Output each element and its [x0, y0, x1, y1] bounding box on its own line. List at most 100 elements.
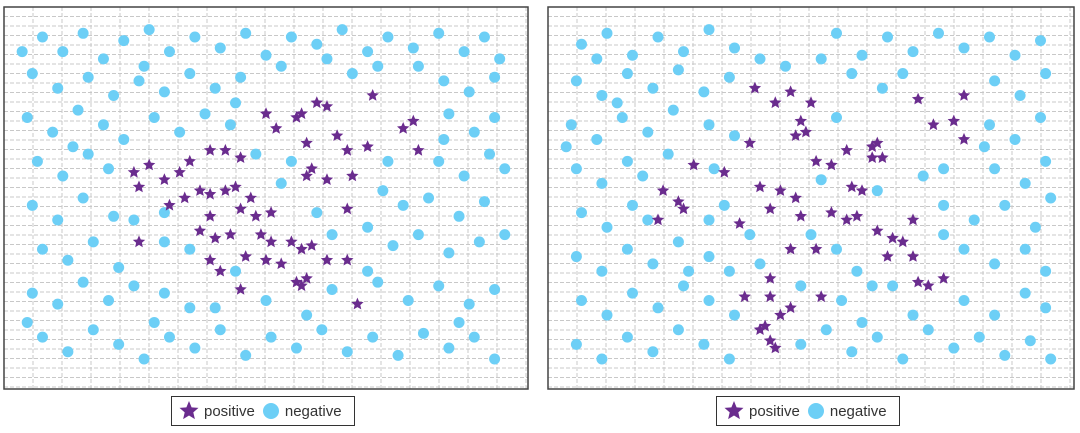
- positive-point: [789, 129, 802, 141]
- negative-point: [856, 316, 868, 328]
- negative-point: [723, 353, 735, 365]
- positive-point: [866, 151, 879, 163]
- negative-point: [367, 331, 379, 343]
- positive-point: [330, 129, 344, 141]
- negative-point: [499, 163, 511, 175]
- negative-point: [209, 82, 221, 94]
- negative-point: [489, 284, 501, 295]
- negative-point: [336, 24, 348, 36]
- positive-point: [300, 136, 313, 149]
- positive-point: [764, 334, 777, 346]
- positive-point: [158, 173, 171, 185]
- negative-point: [189, 31, 201, 43]
- negative-point: [621, 331, 633, 343]
- negative-point: [1040, 302, 1052, 314]
- negative-point: [984, 119, 995, 131]
- negative-point: [596, 265, 608, 277]
- negative-point: [489, 111, 501, 123]
- negative-point: [907, 46, 919, 58]
- positive-point: [132, 235, 146, 248]
- positive-point: [784, 242, 797, 255]
- negative-point: [795, 338, 807, 350]
- scatter-panel-2: [547, 6, 1075, 390]
- negative-point: [652, 302, 664, 314]
- negative-point: [453, 210, 465, 222]
- negative-point: [1045, 353, 1057, 365]
- negative-point: [77, 276, 89, 288]
- negative-point: [647, 346, 659, 358]
- negative-point: [285, 155, 297, 167]
- positive-point: [896, 235, 909, 248]
- circle-icon: [262, 403, 279, 419]
- negative-point: [958, 294, 970, 306]
- negative-point: [433, 155, 445, 167]
- legend-right: positive negative: [716, 396, 900, 426]
- negative-point: [851, 265, 863, 277]
- negative-point: [754, 53, 766, 65]
- negative-point: [1035, 111, 1046, 123]
- negative-point: [184, 302, 196, 314]
- negative-point: [163, 46, 175, 58]
- negative-point: [377, 185, 389, 197]
- negative-point: [1024, 335, 1036, 347]
- negative-point: [478, 196, 490, 208]
- negative-point: [917, 170, 929, 182]
- negative-point: [362, 46, 374, 58]
- negative-point: [230, 97, 242, 109]
- negative-point: [570, 338, 582, 350]
- positive-point: [285, 235, 298, 248]
- positive-point: [305, 162, 318, 174]
- negative-point: [678, 46, 689, 58]
- plot-frame: [3, 6, 529, 390]
- negative-point: [275, 60, 287, 72]
- negative-point: [402, 294, 414, 306]
- positive-point: [193, 184, 207, 196]
- negative-point: [326, 229, 338, 241]
- negative-point: [703, 214, 715, 226]
- positive-point: [906, 250, 920, 262]
- positive-point: [809, 242, 823, 255]
- negative-point: [1009, 49, 1021, 61]
- negative-point: [627, 287, 638, 299]
- negative-point: [494, 53, 506, 65]
- negative-point: [876, 82, 888, 94]
- positive-point: [855, 184, 869, 196]
- negative-point: [984, 31, 995, 43]
- negative-point: [285, 31, 297, 43]
- negative-point: [443, 342, 455, 354]
- positive-point: [784, 85, 797, 98]
- negative-point: [596, 90, 608, 102]
- negative-point: [138, 60, 150, 72]
- negative-point: [97, 53, 109, 65]
- negative-point: [87, 324, 99, 336]
- negative-point: [723, 265, 735, 277]
- negative-point: [26, 287, 38, 299]
- positive-point: [234, 151, 247, 163]
- positive-point: [922, 279, 935, 292]
- positive-point: [224, 228, 237, 240]
- positive-point: [769, 96, 782, 109]
- negative-point: [662, 148, 674, 160]
- negative-point: [113, 262, 125, 274]
- negative-point: [311, 38, 323, 50]
- negative-point: [999, 349, 1011, 361]
- negative-point: [158, 207, 170, 219]
- positive-point: [825, 158, 838, 171]
- negative-point: [26, 68, 38, 80]
- negative-point: [82, 148, 94, 160]
- negative-point: [999, 199, 1011, 211]
- negative-point: [652, 31, 664, 43]
- star-icon: [724, 401, 744, 420]
- positive-point: [183, 154, 196, 167]
- negative-point: [831, 27, 842, 39]
- positive-point: [957, 132, 971, 145]
- positive-point: [764, 272, 777, 284]
- negative-point: [443, 247, 455, 259]
- positive-point: [300, 272, 313, 284]
- legend-positive: positive: [723, 400, 800, 422]
- negative-point: [1019, 243, 1031, 255]
- negative-point: [667, 104, 679, 116]
- negative-point: [672, 324, 684, 336]
- positive-point: [412, 143, 425, 156]
- positive-point: [234, 283, 247, 295]
